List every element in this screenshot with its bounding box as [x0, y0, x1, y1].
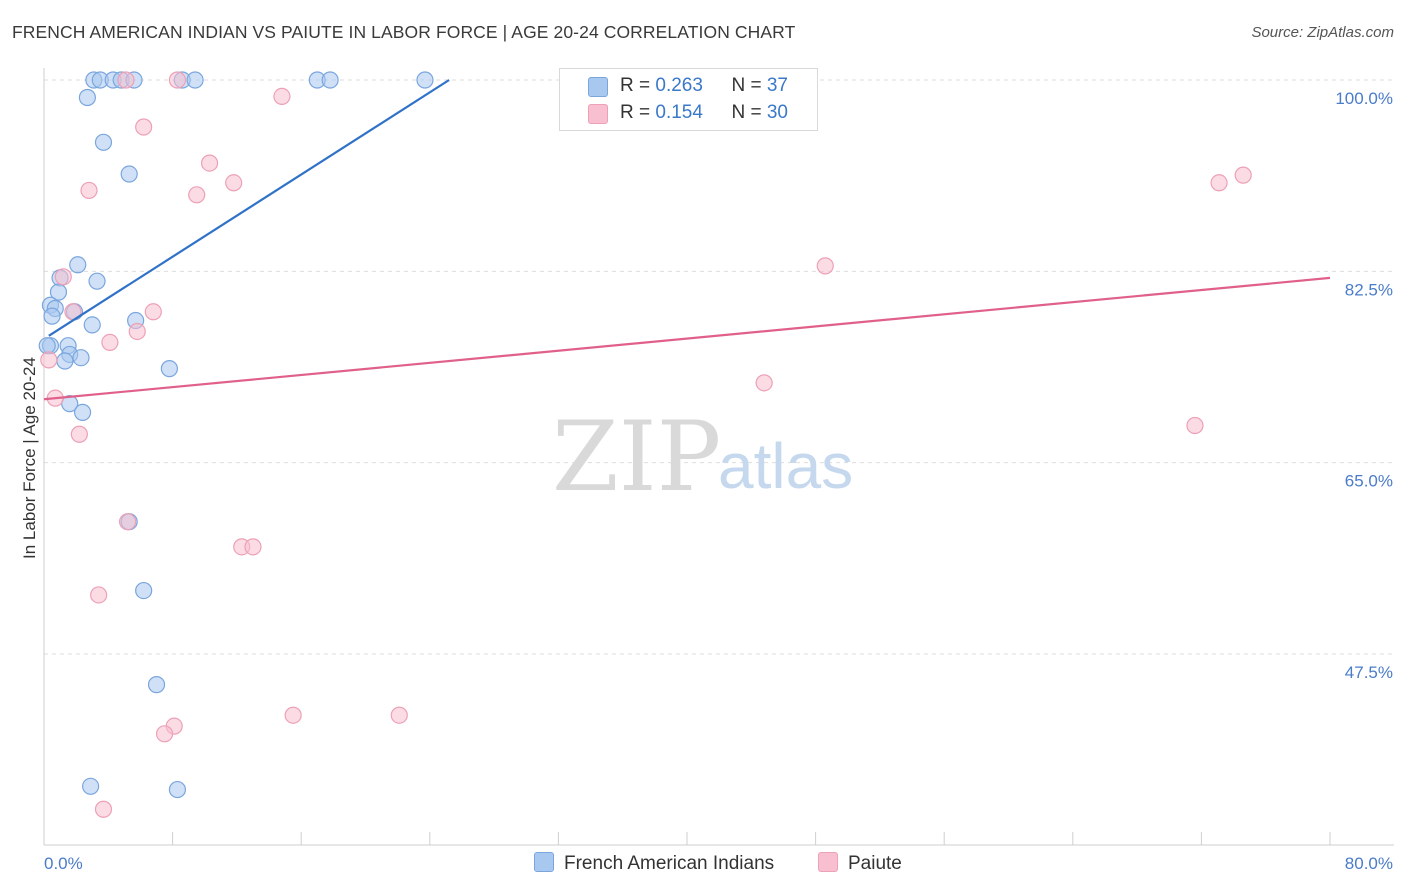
- data-point-french-american-indians: [321, 71, 339, 89]
- y-tick-label: 47.5%: [1345, 663, 1393, 682]
- y-tick-label: 100.0%: [1335, 89, 1393, 108]
- data-point-paiute: [90, 586, 108, 604]
- data-point-french-american-indians: [186, 71, 204, 89]
- data-point-paiute: [273, 87, 291, 106]
- watermark-zip: ZIP: [552, 401, 721, 513]
- gridlines: [44, 79, 1394, 655]
- x-tick-label: 0.0%: [44, 854, 83, 873]
- data-point-paiute: [168, 71, 187, 89]
- data-point-french-american-indians: [78, 88, 97, 107]
- legend-n-label: N =: [731, 75, 767, 96]
- data-point-paiute: [188, 186, 206, 204]
- bottom-legend-swatch-blue: [534, 852, 554, 872]
- legend-swatch-blue: [588, 77, 608, 97]
- chart-title: FRENCH AMERICAN INDIAN VS PAIUTE IN LABO…: [12, 22, 796, 42]
- y-tick-label: 65.0%: [1345, 472, 1393, 491]
- data-point-paiute: [94, 800, 113, 818]
- data-point-french-american-indians: [120, 165, 138, 183]
- data-point-paiute: [816, 257, 834, 275]
- data-point-paiute: [244, 538, 262, 556]
- bottom-legend-label: Paiute: [848, 853, 902, 874]
- legend-n-label: N =: [731, 102, 767, 123]
- watermark: ZIP atlas: [552, 401, 853, 513]
- data-point-french-american-indians: [38, 337, 56, 355]
- data-point-paiute: [1210, 174, 1228, 192]
- data-point-french-american-indians: [147, 676, 166, 694]
- data-point-french-american-indians: [94, 133, 113, 151]
- legend-r-label: R =: [620, 75, 656, 96]
- legend-r-value: 0.263: [655, 75, 703, 96]
- x-tick-label: 80.0%: [1345, 854, 1393, 873]
- trend-line-paiute: [43, 276, 1331, 401]
- source-label: Source: ZipAtlas.com: [1251, 24, 1394, 41]
- data-point-paiute: [144, 303, 162, 321]
- data-point-french-american-indians: [88, 272, 106, 290]
- axes: [43, 68, 1394, 846]
- legend-n-value: 37: [766, 75, 788, 96]
- data-point-paiute: [40, 351, 58, 369]
- legend-n-value: 30: [766, 102, 788, 123]
- data-point-french-american-indians: [56, 352, 74, 370]
- bottom-legend-french-american-indians: French American Indians: [534, 852, 774, 875]
- data-points: [38, 71, 1252, 818]
- data-point-french-american-indians: [73, 403, 92, 421]
- data-point-paiute: [117, 71, 135, 89]
- y-axis-label: In Labor Force | Age 20-24: [20, 357, 39, 559]
- legend: R = 0.263 N = 37 R = 0.154 N = 30: [559, 68, 818, 131]
- data-point-french-american-indians: [135, 581, 153, 600]
- data-point-french-american-indians: [43, 307, 61, 325]
- legend-r-value: 0.154: [655, 102, 703, 123]
- data-point-paiute: [135, 118, 153, 136]
- data-point-french-american-indians: [160, 360, 178, 378]
- data-point-french-american-indians: [49, 283, 68, 301]
- bottom-legend-swatch-pink: [818, 852, 838, 872]
- data-point-paiute: [755, 374, 773, 392]
- data-point-paiute: [390, 706, 408, 724]
- y-tick-label: 82.5%: [1345, 280, 1393, 299]
- data-point-french-american-indians: [416, 71, 434, 89]
- data-point-paiute: [1186, 416, 1204, 435]
- data-point-paiute: [128, 322, 146, 341]
- trend-line-french-american-indians: [48, 79, 450, 337]
- data-point-paiute: [80, 181, 98, 200]
- legend-swatch-pink: [588, 104, 608, 124]
- data-point-paiute: [101, 333, 119, 351]
- data-point-french-american-indians: [69, 256, 87, 274]
- data-point-french-american-indians: [83, 316, 101, 334]
- legend-r-label: R =: [620, 102, 656, 123]
- data-point-french-american-indians: [72, 349, 90, 367]
- trend-lines: [43, 79, 1331, 401]
- data-point-paiute: [225, 174, 243, 192]
- data-point-french-american-indians: [168, 780, 187, 799]
- data-point-paiute: [284, 706, 302, 724]
- watermark-atlas: atlas: [718, 430, 853, 502]
- data-point-french-american-indians: [82, 777, 100, 795]
- bottom-legend-label: French American Indians: [564, 853, 775, 874]
- data-point-paiute: [200, 154, 219, 172]
- data-point-paiute: [54, 268, 72, 286]
- tick-labels: 47.5% 65.0% 82.5% 100.0% 0.0% 80.0%: [44, 89, 1393, 873]
- data-point-paiute: [1234, 166, 1252, 184]
- data-point-paiute: [70, 425, 88, 443]
- data-point-paiute: [118, 513, 137, 531]
- bottom-legend-paiute: Paiute: [818, 852, 902, 875]
- data-point-paiute: [155, 725, 174, 743]
